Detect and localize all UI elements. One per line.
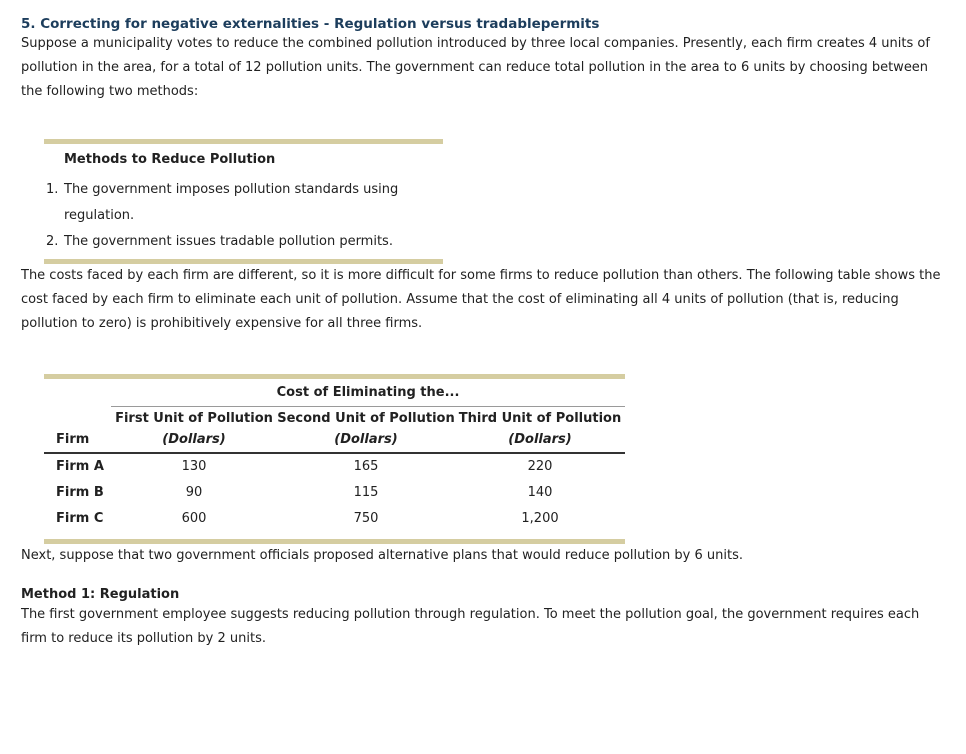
column-unit-label: (Dollars) bbox=[111, 427, 277, 454]
next-paragraph: Next, suppose that two government offici… bbox=[21, 548, 744, 563]
cost-value: 750 bbox=[353, 510, 379, 526]
cost-value: 220 bbox=[527, 459, 553, 474]
table-units-row: Firm (Dollars) (Dollars) (Dollars) bbox=[44, 427, 626, 454]
table-column-header-row: First Unit of Pollution Second Unit of P… bbox=[44, 407, 625, 428]
method1-paragraph: The first government employee suggests r… bbox=[21, 607, 920, 646]
cost-value: 115 bbox=[353, 484, 379, 500]
question-title: 5. Correcting for negative externalities… bbox=[21, 16, 600, 32]
table-spanning-header-row: Cost of Eliminating the... bbox=[44, 379, 626, 407]
firm-name: Firm A bbox=[56, 459, 104, 474]
cost-value: 1,200 bbox=[521, 510, 559, 526]
methods-box-title: Methods to Reduce Pollution bbox=[64, 152, 276, 167]
column-header: First Unit of Pollution bbox=[115, 411, 273, 426]
methods-box-top-rule bbox=[44, 139, 443, 144]
methods-list-item: 1. The government imposes pollution stan… bbox=[44, 177, 443, 229]
cost-value: 165 bbox=[353, 459, 379, 474]
cost-table-bottom-rule bbox=[44, 539, 625, 544]
cost-value: 90 bbox=[185, 484, 203, 500]
methods-list-item: 2. The government issues tradable pollut… bbox=[44, 229, 443, 255]
column-unit-label: (Dollars) bbox=[455, 427, 626, 454]
intro-paragraph: Suppose a municipality votes to reduce t… bbox=[21, 36, 930, 99]
firm-column-header: Firm bbox=[44, 427, 111, 454]
cost-table-grid: Cost of Eliminating the... First Unit of… bbox=[44, 379, 626, 531]
costs-paragraph: The costs faced by each firm are differe… bbox=[21, 268, 941, 331]
methods-box-content: Methods to Reduce Pollution 1. The gover… bbox=[44, 144, 443, 259]
column-unit-label: (Dollars) bbox=[277, 427, 455, 454]
methods-box: Methods to Reduce Pollution 1. The gover… bbox=[44, 139, 443, 264]
cost-value: 600 bbox=[181, 510, 207, 526]
cost-value: 130 bbox=[181, 459, 207, 474]
methods-item-text: The government imposes pollution standar… bbox=[64, 182, 399, 223]
cost-table-top-rule bbox=[44, 374, 625, 379]
cost-value: 140 bbox=[527, 484, 553, 500]
spanning-header: Cost of Eliminating the... bbox=[111, 379, 626, 407]
firm-name: Firm C bbox=[56, 510, 104, 526]
table-row-firm-b: Firm B 90 115 140 bbox=[44, 479, 625, 505]
table-row-firm-c: Firm C 600 750 1,200 bbox=[44, 505, 625, 531]
methods-item-number: 1. bbox=[46, 182, 59, 197]
methods-box-bottom-rule bbox=[44, 259, 443, 264]
cost-table: Cost of Eliminating the... First Unit of… bbox=[44, 374, 626, 544]
question-page: 5. Correcting for negative externalities… bbox=[21, 16, 941, 646]
method1-heading: Method 1: Regulation bbox=[21, 587, 180, 602]
firm-name: Firm B bbox=[56, 484, 104, 500]
table-row-firm-a: Firm A 130 165 220 bbox=[44, 453, 625, 479]
column-header: Third Unit of Pollution bbox=[458, 411, 622, 426]
column-header: Second Unit of Pollution bbox=[277, 411, 455, 426]
methods-item-text: The government issues tradable pollution… bbox=[64, 234, 393, 249]
methods-item-number: 2. bbox=[46, 234, 59, 249]
